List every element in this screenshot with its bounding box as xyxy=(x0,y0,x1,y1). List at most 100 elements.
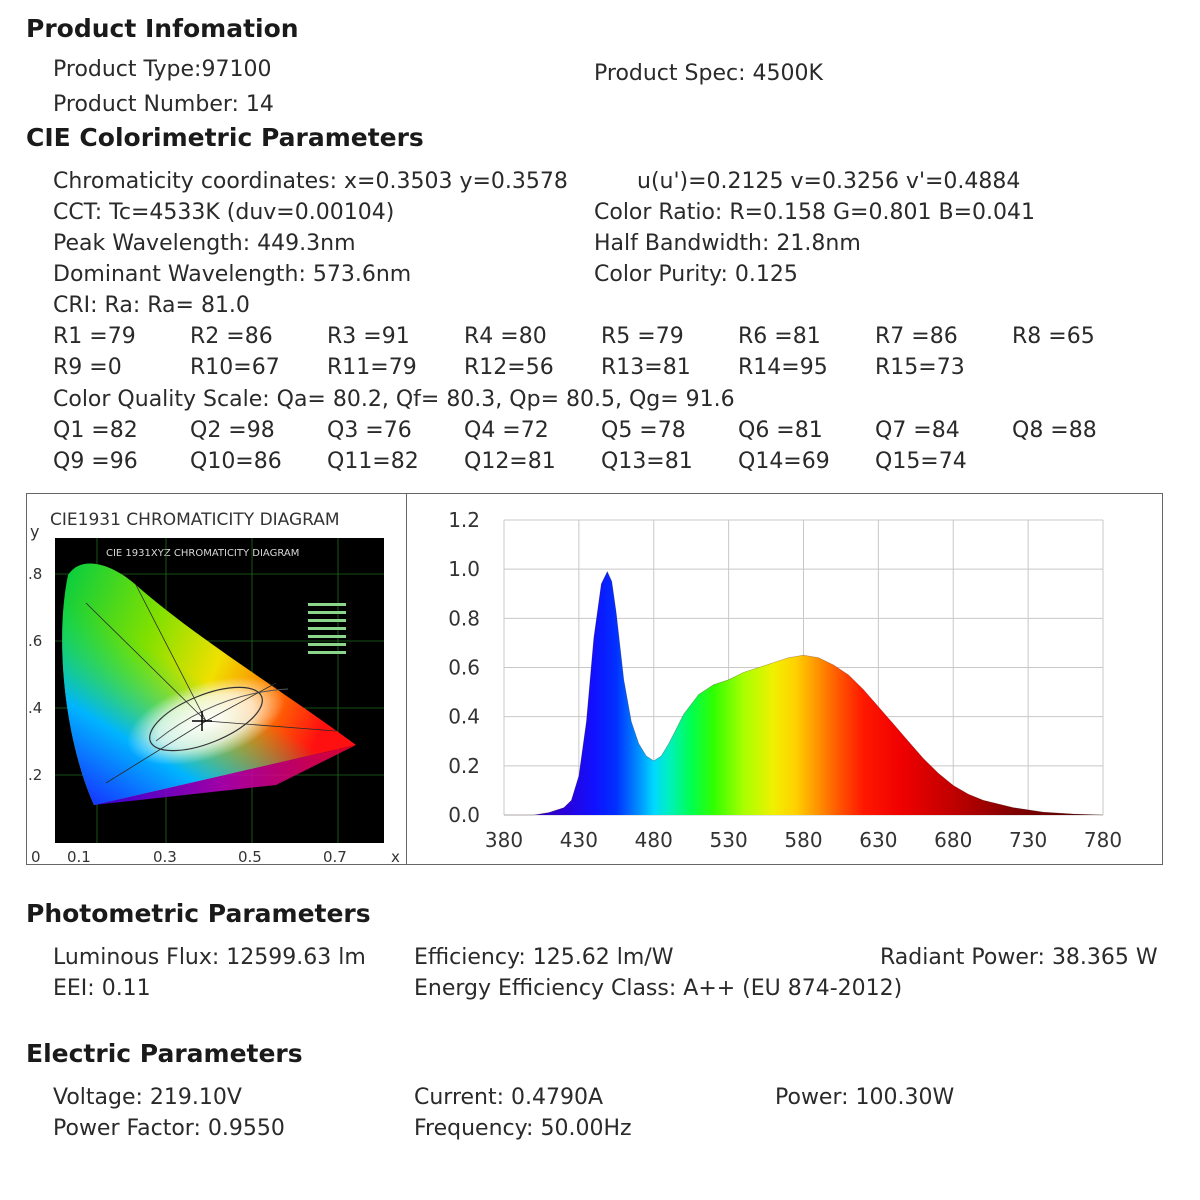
product-type: Product Type:97100 xyxy=(53,57,272,82)
q-value: Q9 =96 xyxy=(53,449,138,474)
x-tick-label: 0.3 xyxy=(153,848,177,865)
x-tick-label: 530 xyxy=(710,828,748,852)
color-quality-scale: Color Quality Scale: Qa= 80.2, Qf= 80.3,… xyxy=(53,387,735,412)
r-value: R6 =81 xyxy=(738,324,821,349)
r-value: R8 =65 xyxy=(1012,324,1095,349)
x-tick-label: 380 xyxy=(485,828,523,852)
current: Current: 0.4790A xyxy=(414,1085,604,1110)
r-value: R11=79 xyxy=(327,355,417,380)
cct: CCT: Tc=4533K (duv=0.00104) xyxy=(53,200,395,225)
color-ratio: Color Ratio: R=0.158 G=0.801 B=0.041 xyxy=(594,200,1035,225)
r-value: R14=95 xyxy=(738,355,828,380)
color-purity: Color Purity: 0.125 xyxy=(594,262,798,287)
efficiency: Efficiency: 125.62 lm/W xyxy=(414,945,674,970)
spectrum-area xyxy=(504,571,1103,815)
q-value: Q1 =82 xyxy=(53,418,138,443)
q-value: Q15=74 xyxy=(875,449,967,474)
r-value: R3 =91 xyxy=(327,324,410,349)
r-value: R13=81 xyxy=(601,355,691,380)
y-tick-label: 1.0 xyxy=(448,557,480,581)
radiant-power: Radiant Power: 38.365 W xyxy=(880,945,1158,970)
q-value: Q10=86 xyxy=(190,449,282,474)
luminous-flux: Luminous Flux: 12599.63 lm xyxy=(53,945,366,970)
diagram-x-label: x xyxy=(391,848,400,865)
q-values-row-2: Q9 =96 Q10=86 Q11=82 Q12=81 Q13=81 Q14=6… xyxy=(53,449,1153,479)
q-value: Q12=81 xyxy=(464,449,556,474)
product-info-title: Product Infomation xyxy=(26,14,299,43)
q-value: Q14=69 xyxy=(738,449,830,474)
spectrum-chart-panel: 380 430 480 530 580 630 680 730 780 1.2 1.0 0.8 0.6… xyxy=(406,493,1163,865)
peak-wavelength: Peak Wavelength: 449.3nm xyxy=(53,231,356,256)
uv-coordinates: u(u')=0.2125 v=0.3256 v'=0.4884 xyxy=(637,169,1021,194)
planckian-ellipse xyxy=(149,686,263,752)
r-value: R9 =0 xyxy=(53,355,122,380)
q-values-row-1: Q1 =82 Q2 =98 Q3 =76 Q4 =72 Q5 =78 Q6 =8… xyxy=(53,418,1153,448)
spectrum-line xyxy=(504,570,1104,816)
cie-title: CIE Colorimetric Parameters xyxy=(26,123,424,152)
y-tick-label: 0.4 xyxy=(448,705,480,729)
chromaticity-diagram-panel: CIE1931 CHROMATICITY DIAGRAM y x CIE 193… xyxy=(26,493,407,865)
y-tick-label: 0.8 xyxy=(448,606,480,630)
r-value: R10=67 xyxy=(190,355,280,380)
q-value: Q13=81 xyxy=(601,449,693,474)
diagram-legend xyxy=(308,603,346,654)
frequency: Frequency: 50.00Hz xyxy=(414,1116,632,1141)
y-tick-label: 1.2 xyxy=(448,508,480,532)
q-value: Q4 =72 xyxy=(464,418,549,443)
cri-ra: CRI: Ra: Ra= 81.0 xyxy=(53,293,250,318)
y-tick-label: .6 xyxy=(28,632,42,650)
r-values-row-1: R1 =79 R2 =86 R3 =91 R4 =80 R5 =79 R6 =8… xyxy=(53,324,1153,354)
x-tick-label: 0.7 xyxy=(323,848,347,865)
half-bandwidth: Half Bandwidth: 21.8nm xyxy=(594,231,861,256)
q-value: Q6 =81 xyxy=(738,418,823,443)
diagram-y-label: y xyxy=(30,522,39,541)
q-value: Q2 =98 xyxy=(190,418,275,443)
power: Power: 100.30W xyxy=(775,1085,955,1110)
diagram-title: CIE1931 CHROMATICITY DIAGRAM xyxy=(50,510,340,530)
y-tick-label: .8 xyxy=(28,565,42,583)
voltage: Voltage: 219.10V xyxy=(53,1085,242,1110)
q-value: Q5 =78 xyxy=(601,418,686,443)
q-value: Q11=82 xyxy=(327,449,419,474)
x-tick-label: 430 xyxy=(560,828,598,852)
x-tick-label: 0 xyxy=(31,848,41,865)
y-tick-label: .4 xyxy=(28,699,42,717)
dominant-wavelength: Dominant Wavelength: 573.6nm xyxy=(53,262,412,287)
dominant-wavelength-lines xyxy=(85,584,337,784)
product-number: Product Number: 14 xyxy=(53,92,274,117)
r-value: R15=73 xyxy=(875,355,965,380)
x-tick-label: 480 xyxy=(635,828,673,852)
x-tick-label: 580 xyxy=(784,828,822,852)
energy-efficiency-class: Energy Efficiency Class: A++ (EU 874-201… xyxy=(414,976,903,1001)
electric-title: Electric Parameters xyxy=(26,1039,303,1068)
r-value: R5 =79 xyxy=(601,324,684,349)
r-value: R12=56 xyxy=(464,355,554,380)
x-tick-label: 680 xyxy=(934,828,972,852)
r-value: R2 =86 xyxy=(190,324,273,349)
r-value: R4 =80 xyxy=(464,324,547,349)
r-value: R7 =86 xyxy=(875,324,958,349)
chromaticity-diagram: CIE1931 CHROMATICITY DIAGRAM y x CIE 193… xyxy=(28,510,400,865)
product-spec: Product Spec: 4500K xyxy=(594,61,823,86)
purple-line xyxy=(94,745,356,805)
spectrum-chart: 380 430 480 530 580 630 680 730 780 1.2 1.0 0.8 0.6… xyxy=(448,508,1122,852)
y-tick-label: 0.6 xyxy=(448,656,480,680)
power-factor: Power Factor: 0.9550 xyxy=(53,1116,285,1141)
x-tick-label: 0.1 xyxy=(67,848,91,865)
q-value: Q7 =84 xyxy=(875,418,960,443)
photometric-title: Photometric Parameters xyxy=(26,899,371,928)
r-value: R1 =79 xyxy=(53,324,136,349)
y-tick-label: .2 xyxy=(28,766,42,784)
y-tick-label: 0.0 xyxy=(448,803,480,827)
r-values-row-2: R9 =0 R10=67 R11=79 R12=56 R13=81 R14=95… xyxy=(53,355,1153,385)
q-value: Q3 =76 xyxy=(327,418,412,443)
y-tick-label: 0.2 xyxy=(448,754,480,778)
x-tick-label: 780 xyxy=(1084,828,1122,852)
x-tick-label: 630 xyxy=(859,828,897,852)
diagram-inner-title: CIE 1931XYZ CHROMATICITY DIAGRAM xyxy=(106,548,299,559)
chromaticity-coordinates: Chromaticity coordinates: x=0.3503 y=0.3… xyxy=(53,169,568,194)
x-tick-label: 730 xyxy=(1009,828,1047,852)
q-value: Q8 =88 xyxy=(1012,418,1097,443)
x-tick-label: 0.5 xyxy=(238,848,262,865)
eei: EEI: 0.11 xyxy=(53,976,151,1001)
